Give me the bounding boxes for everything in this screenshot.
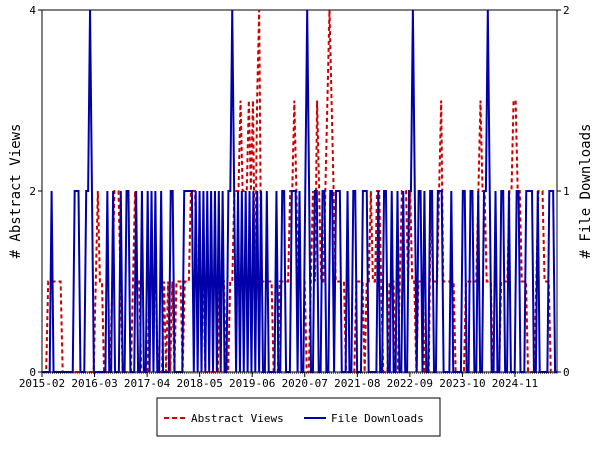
x-tick-label: 2020-07 [282, 377, 328, 390]
x-tick-label: 2024-11 [492, 377, 538, 390]
x-tick-label: 2023-10 [439, 377, 485, 390]
left-tick-label: 0 [29, 366, 36, 379]
right-tick-label: 1 [563, 185, 570, 198]
x-tick-label: 2017-04 [124, 377, 171, 390]
x-tick-label: 2016-03 [71, 377, 117, 390]
left-tick-label: 4 [29, 4, 36, 17]
chart-marks [42, 9, 557, 373]
right-tick-label: 2 [563, 4, 570, 17]
left-tick-label: 2 [29, 185, 36, 198]
x-tick-label: 2019-06 [229, 377, 275, 390]
legend: Abstract Views File Downloads [156, 397, 441, 437]
x-tick-label: 2022-09 [387, 377, 433, 390]
x-tick-label: 2021-08 [334, 377, 380, 390]
x-tick-label: 2018-05 [176, 377, 222, 390]
series-line-file-downloads [42, 9, 557, 373]
right-axis-title: # File Downloads [578, 124, 594, 259]
left-axis-title: # Abstract Views [8, 124, 24, 259]
legend-label-file-downloads: File Downloads [331, 412, 424, 425]
legend-label-abstract-views: Abstract Views [191, 412, 284, 425]
right-tick-label: 0 [563, 366, 570, 379]
x-tick-label: 2015-02 [19, 377, 65, 390]
legend-box [156, 397, 441, 437]
axis-ticks: 0 2 4 0 1 2 2015-02 2016-03 2017-04 2018-05 2019-0… [19, 4, 570, 390]
